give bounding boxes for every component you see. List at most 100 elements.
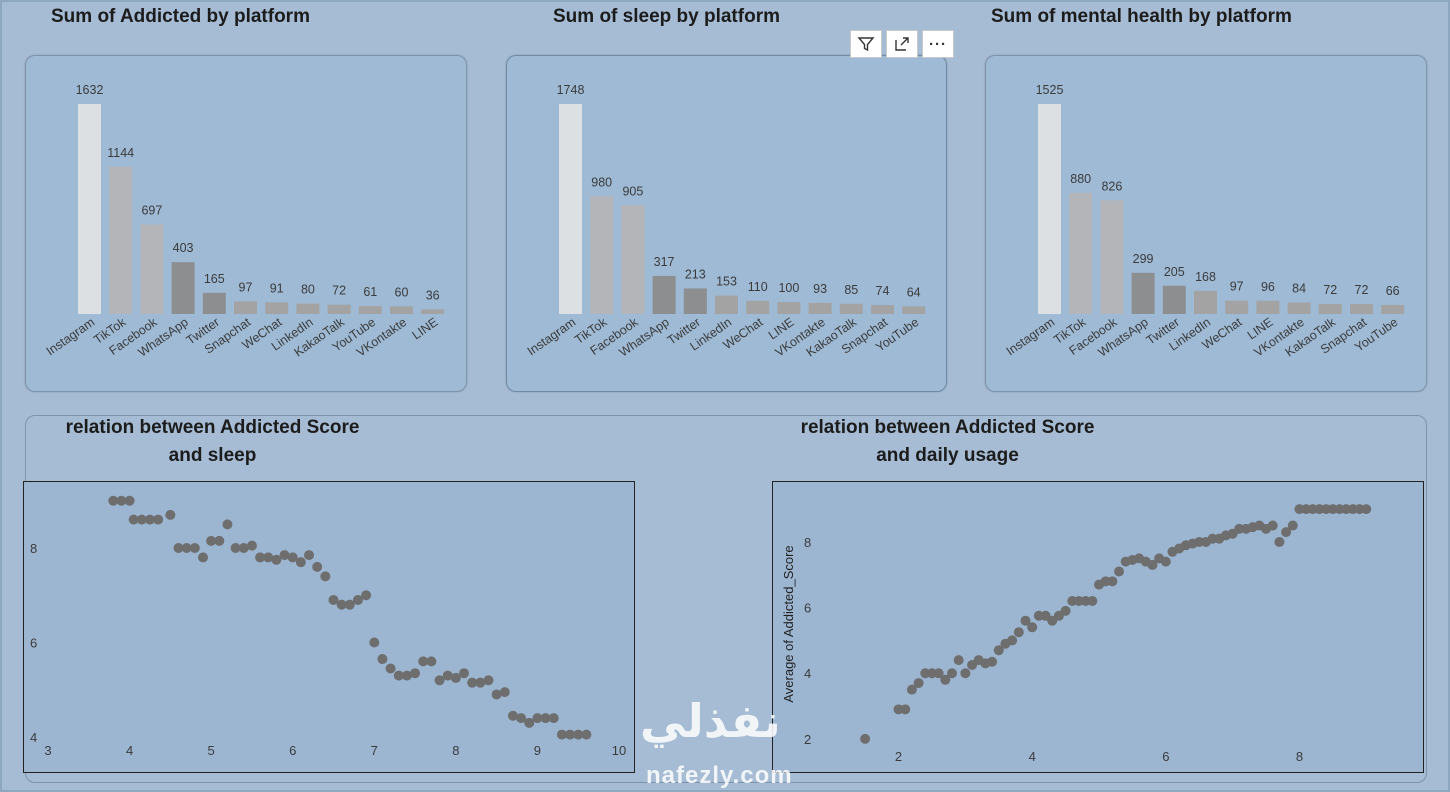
- scatter-point[interactable]: [263, 552, 274, 563]
- scatter-point[interactable]: [128, 514, 139, 525]
- scatter-point[interactable]: [1114, 566, 1125, 577]
- scatter-point[interactable]: [491, 689, 502, 700]
- bar-snapchat[interactable]: [871, 305, 894, 314]
- bar-wechat[interactable]: [746, 300, 770, 314]
- addicted-bar-chart[interactable]: 1632 Instagram 1144 TikTok 697 Facebook 403 Wha…: [25, 55, 467, 392]
- bar-facebook[interactable]: [621, 205, 645, 314]
- bar-line[interactable]: [1256, 300, 1280, 314]
- scatter-point[interactable]: [947, 668, 957, 679]
- filter-button[interactable]: [850, 30, 882, 58]
- scatter-point[interactable]: [312, 561, 323, 572]
- scatter-point[interactable]: [144, 514, 155, 525]
- bar-snapchat[interactable]: [234, 301, 257, 314]
- scatter-point[interactable]: [1281, 527, 1292, 538]
- scatter-point[interactable]: [1147, 559, 1158, 570]
- scatter-point[interactable]: [450, 672, 461, 683]
- bar-twitter[interactable]: [202, 292, 226, 314]
- bar-kakaotalk[interactable]: [1318, 304, 1342, 314]
- scatter-point[interactable]: [108, 495, 119, 506]
- scatter-point[interactable]: [548, 713, 559, 724]
- scatter-point[interactable]: [401, 670, 412, 681]
- scatter-point[interactable]: [1087, 596, 1098, 607]
- bar-vkontakte[interactable]: [390, 306, 413, 314]
- scatter-point[interactable]: [255, 552, 266, 563]
- bar-twitter[interactable]: [1162, 285, 1186, 314]
- scatter-point[interactable]: [173, 542, 184, 553]
- scatter-point[interactable]: [165, 509, 176, 520]
- bar-whatsapp[interactable]: [1131, 272, 1155, 314]
- scatter-point[interactable]: [1107, 576, 1118, 587]
- scatter-point[interactable]: [385, 663, 396, 674]
- scatter-point[interactable]: [124, 495, 135, 506]
- bar-vkontakte[interactable]: [808, 302, 832, 314]
- scatter-point[interactable]: [1013, 627, 1024, 638]
- bar-instagram[interactable]: [559, 104, 582, 314]
- scatter-point[interactable]: [475, 677, 486, 688]
- scatter-point[interactable]: [940, 674, 951, 685]
- scatter-point[interactable]: [987, 656, 998, 667]
- scatter-point[interactable]: [189, 542, 200, 553]
- scatter-point[interactable]: [442, 670, 453, 681]
- scatter-point[interactable]: [361, 590, 372, 601]
- scatter-point[interactable]: [214, 535, 225, 546]
- scatter-point[interactable]: [507, 710, 518, 721]
- scatter-point[interactable]: [328, 594, 339, 605]
- bar-linkedin[interactable]: [1194, 290, 1217, 314]
- usage-scatter-plot[interactable]: 2 4 6 8 2 4 6 8 Average of Addicted_Score: [772, 481, 1424, 773]
- scatter-point[interactable]: [467, 677, 478, 688]
- bar-whatsapp[interactable]: [171, 262, 195, 314]
- bar-instagram[interactable]: [1038, 104, 1061, 314]
- scatter-point[interactable]: [295, 557, 306, 568]
- bar-facebook[interactable]: [1100, 200, 1124, 314]
- scatter-point[interactable]: [516, 713, 527, 724]
- bar-vkontakte[interactable]: [1287, 302, 1311, 314]
- scatter-point[interactable]: [906, 684, 917, 695]
- scatter-point[interactable]: [1027, 622, 1038, 633]
- scatter-point[interactable]: [573, 729, 584, 740]
- scatter-point[interactable]: [116, 495, 127, 506]
- bar-whatsapp[interactable]: [652, 275, 676, 314]
- bar-youtube[interactable]: [902, 306, 926, 314]
- scatter-point[interactable]: [524, 717, 535, 728]
- scatter-point[interactable]: [1160, 556, 1171, 567]
- bar-tiktok[interactable]: [109, 166, 133, 314]
- scatter-point[interactable]: [393, 670, 404, 681]
- scatter-point[interactable]: [1007, 635, 1018, 646]
- scatter-point[interactable]: [1060, 605, 1071, 616]
- scatter-point[interactable]: [279, 550, 290, 561]
- scatter-point[interactable]: [960, 668, 971, 679]
- scatter-point[interactable]: [900, 704, 911, 715]
- bar-kakaotalk[interactable]: [327, 304, 351, 314]
- scatter-point[interactable]: [993, 645, 1004, 656]
- scatter-point[interactable]: [459, 668, 470, 679]
- scatter-point[interactable]: [352, 594, 363, 605]
- focus-mode-button[interactable]: [886, 30, 918, 58]
- bar-tiktok[interactable]: [590, 196, 614, 314]
- bar-facebook[interactable]: [140, 224, 164, 314]
- scatter-point[interactable]: [1287, 520, 1298, 531]
- scatter-point[interactable]: [953, 655, 964, 666]
- scatter-point[interactable]: [1267, 520, 1278, 531]
- scatter-point[interactable]: [377, 654, 388, 665]
- scatter-point[interactable]: [336, 599, 347, 610]
- sleep-bar-chart[interactable]: 1748 Instagram 980 TikTok 905 Facebook 317 What…: [506, 55, 947, 392]
- scatter-point[interactable]: [483, 675, 494, 686]
- bar-linkedin[interactable]: [715, 295, 738, 314]
- scatter-point[interactable]: [344, 599, 355, 610]
- mental-bar-chart[interactable]: 1525 Instagram 880 TikTok 826 Facebook 299 What…: [985, 55, 1427, 392]
- scatter-point[interactable]: [238, 542, 249, 553]
- scatter-point[interactable]: [369, 637, 380, 648]
- scatter-point[interactable]: [933, 668, 944, 679]
- scatter-point[interactable]: [230, 542, 241, 553]
- bar-youtube[interactable]: [358, 306, 382, 314]
- scatter-point[interactable]: [1020, 615, 1031, 626]
- scatter-point[interactable]: [426, 656, 437, 667]
- scatter-point[interactable]: [246, 540, 257, 551]
- bar-instagram[interactable]: [78, 104, 101, 314]
- bar-line[interactable]: [421, 309, 445, 314]
- bar-twitter[interactable]: [683, 288, 707, 314]
- bar-youtube[interactable]: [1381, 304, 1405, 314]
- scatter-point[interactable]: [222, 519, 233, 530]
- bar-linkedin[interactable]: [296, 303, 320, 314]
- bar-snapchat[interactable]: [1350, 304, 1373, 314]
